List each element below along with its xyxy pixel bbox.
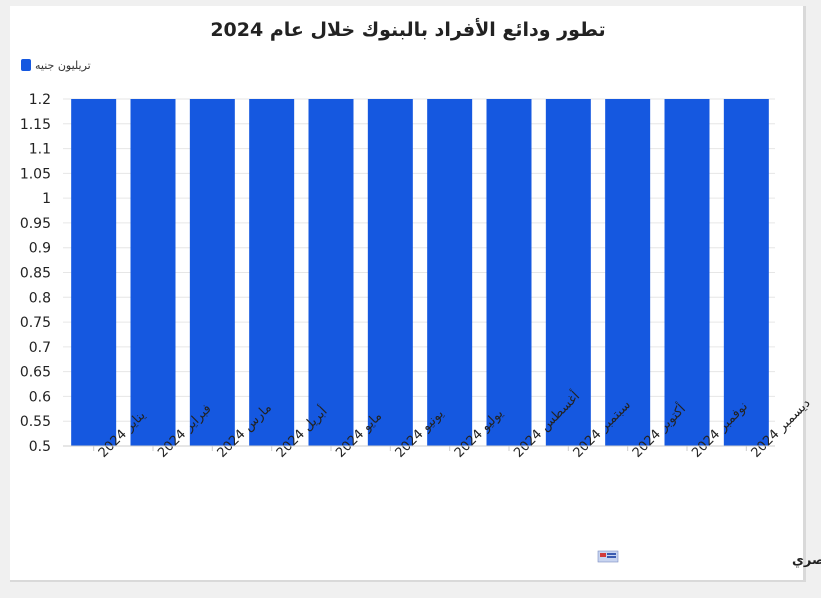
y-axis-ticks: 1.2 1.15 1.1 1.05 1 0.95 0.9 0.85 0.8 0.75 0.7 0.65…: [20, 92, 51, 455]
bar[interactable]: [486, 99, 532, 446]
y-tick-label: 1: [42, 191, 51, 207]
y-tick-label: 0.6: [29, 389, 51, 405]
bar[interactable]: [367, 99, 413, 446]
bars: [71, 99, 769, 446]
y-tick-label: 1.05: [20, 166, 51, 182]
grid-lines: [63, 98, 775, 447]
y-tick-label: 0.85: [20, 266, 51, 282]
bar[interactable]: [427, 99, 473, 446]
y-tick-label: 0.7: [29, 340, 51, 356]
source-text: المصدر: البنك المركزي المصري: [792, 553, 821, 568]
source-note: المصدر: البنك المركزي المصري: [597, 550, 821, 568]
bar[interactable]: [189, 99, 235, 446]
card-shadow-right: [803, 6, 806, 582]
bar[interactable]: [545, 99, 591, 446]
chart-title: تطور ودائع الأفراد بالبنوك خلال عام 2024: [210, 18, 605, 41]
y-tick-label: 1.15: [20, 117, 51, 133]
y-tick-label: 0.8: [29, 290, 51, 306]
bar[interactable]: [130, 99, 176, 446]
bar[interactable]: [723, 99, 769, 446]
bar[interactable]: [308, 99, 354, 446]
y-tick-label: 0.9: [29, 241, 51, 257]
y-tick-label: 0.75: [20, 315, 51, 331]
bar[interactable]: [71, 99, 117, 446]
legend-swatch[interactable]: [21, 59, 31, 71]
card-shadow-bottom: [10, 580, 806, 582]
bar[interactable]: [605, 99, 651, 446]
y-tick-label: 1.2: [29, 92, 51, 108]
y-tick-label: 1.1: [29, 142, 51, 158]
bar[interactable]: [249, 99, 295, 446]
legend-label[interactable]: تريليون جنيه: [35, 59, 91, 72]
y-tick-label: 0.65: [20, 365, 51, 381]
y-tick-label: 0.95: [20, 216, 51, 232]
y-tick-label: 0.55: [20, 414, 51, 430]
bar[interactable]: [664, 99, 710, 446]
y-tick-label: 0.5: [29, 439, 51, 455]
bank-logo-icon: [597, 550, 619, 563]
